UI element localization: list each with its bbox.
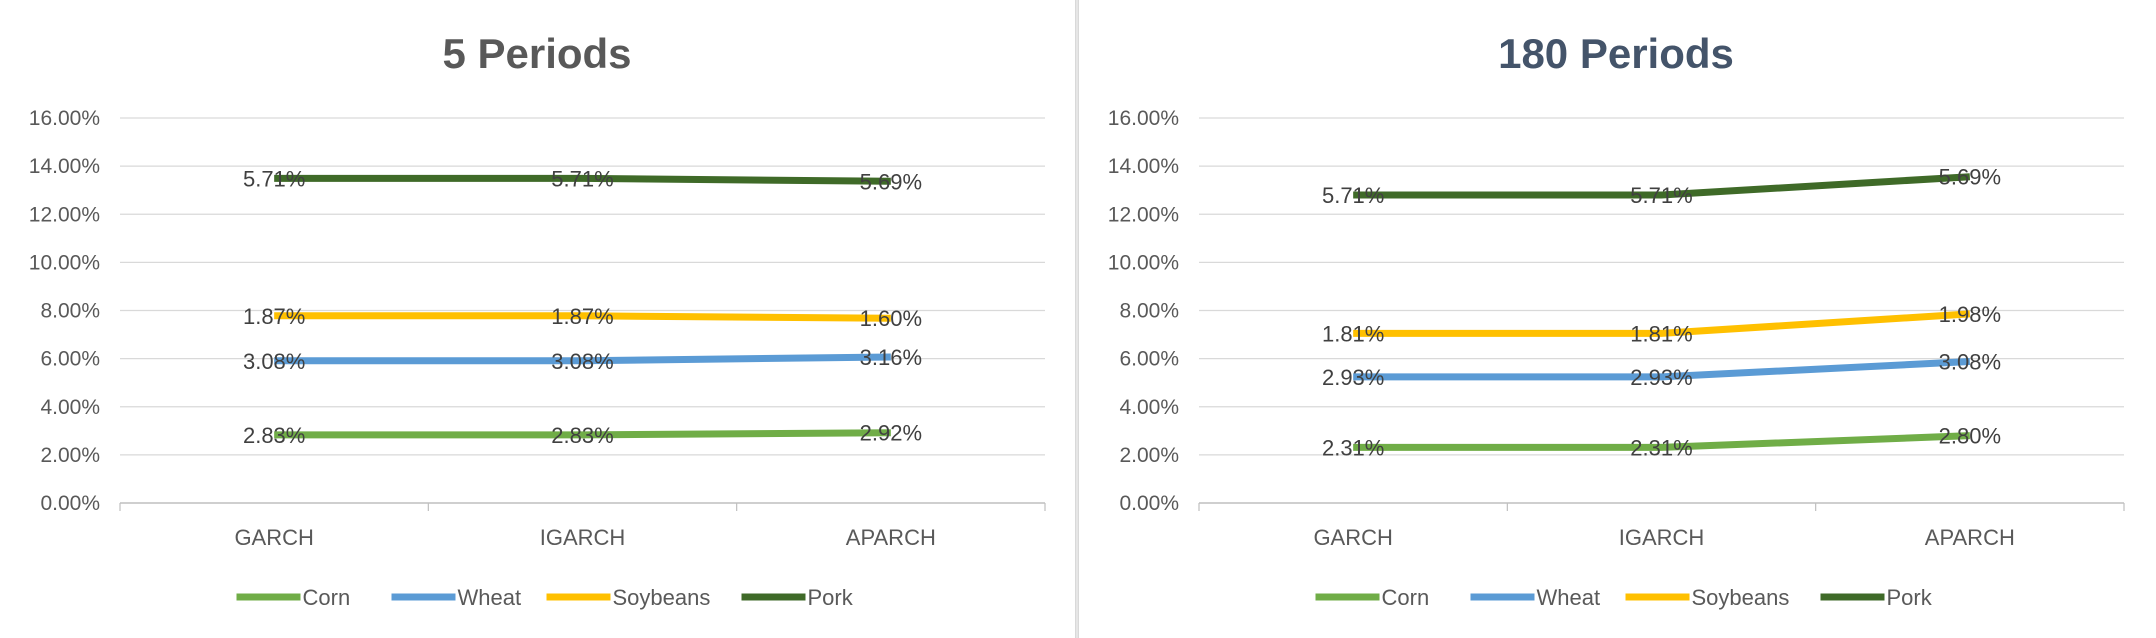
chart-panel-5-periods: 5 Periods 0.00% 2.00% 4.00% 6.00% 8.00% 10.00%… [0,0,1075,638]
data-label-soybeans: 1.60% [860,306,922,331]
series-line-corn [274,429,891,439]
legend-label-wheat: Wheat [1537,585,1601,610]
legend-label-corn: Corn [303,585,351,610]
series-line-corn [1353,432,1970,451]
y-tick-label: 2.00% [40,444,100,467]
y-tick-label: 4.00% [40,396,100,419]
data-label-corn: 2.31% [1630,435,1692,460]
chart-panel-180-periods: 180 Periods 0.00% 2.00% 4.00% 6.00% 8.00% 10.0… [1079,0,2154,638]
y-tick-label: 0.00% [1119,492,1179,515]
data-label-soybeans: 1.98% [1939,302,2001,327]
legend-label-wheat: Wheat [458,585,522,610]
y-tick-label: 6.00% [1119,348,1179,371]
data-label-corn: 2.92% [860,421,922,446]
data-label-soybeans: 1.87% [243,304,305,329]
data-label-soybeans: 1.81% [1630,321,1692,346]
y-tick-label: 14.00% [1108,155,1179,178]
x-tick-label-igarch: IGARCH [1619,525,1705,550]
data-label-corn: 2.83% [243,423,305,448]
y-tick-label: 14.00% [29,155,100,178]
series-line-wheat [274,353,891,365]
legend-label-corn: Corn [1382,585,1430,610]
y-tick-label: 4.00% [1119,396,1179,419]
legend-label-pork: Pork [1887,585,1933,610]
y-tick-label: 2.00% [1119,444,1179,467]
data-label-pork: 5.71% [1630,183,1692,208]
x-tick-label-garch: GARCH [234,525,313,550]
y-tick-label: 8.00% [1119,300,1179,323]
y-tick-label: 10.00% [29,251,100,274]
x-tick-label-garch: GARCH [1313,525,1392,550]
data-label-wheat: 3.08% [243,349,305,374]
chart-5-periods: 5 Periods 0.00% 2.00% 4.00% 6.00% 8.00% 10.00%… [29,30,1046,610]
data-label-corn: 2.80% [1939,424,2001,449]
chart-title: 180 Periods [1498,30,1734,77]
legend-label-soybeans: Soybeans [613,585,711,610]
y-tick-label: 8.00% [40,300,100,323]
chart-title: 5 Periods [442,30,631,77]
y-tick-label: 12.00% [1108,203,1179,226]
y-tick-label: 16.00% [1108,107,1179,130]
data-label-wheat: 3.16% [860,345,922,370]
legend-label-pork: Pork [808,585,854,610]
legend-label-soybeans: Soybeans [1692,585,1790,610]
data-label-soybeans: 1.87% [551,304,613,329]
series-line-soybeans [1353,310,1971,337]
y-tick-label: 12.00% [29,203,100,226]
y-tick-label: 6.00% [40,348,100,371]
x-tick-label-aparch: APARCH [1925,525,2015,550]
chart-180-periods: 180 Periods 0.00% 2.00% 4.00% 6.00% 8.00% 10.0… [1108,30,2125,610]
data-label-pork: 5.71% [551,166,613,191]
data-label-pork: 5.69% [1939,165,2001,190]
series-line-pork [274,174,891,185]
data-label-pork: 5.71% [1322,183,1384,208]
x-tick-label-aparch: APARCH [846,525,936,550]
y-tick-label: 10.00% [1108,251,1179,274]
series-line-soybeans [274,312,891,322]
series-line-pork [1353,173,1971,199]
data-label-corn: 2.83% [551,423,613,448]
data-label-pork: 5.71% [243,166,305,191]
panel-divider [1075,0,1079,638]
data-label-corn: 2.31% [1322,435,1384,460]
y-tick-label: 0.00% [40,492,100,515]
data-label-wheat: 3.08% [551,349,613,374]
data-label-wheat: 2.93% [1630,365,1692,390]
data-label-soybeans: 1.81% [1322,321,1384,346]
data-label-pork: 5.69% [860,169,922,194]
data-label-wheat: 2.93% [1322,365,1384,390]
y-tick-label: 16.00% [29,107,100,130]
data-label-wheat: 3.08% [1939,350,2001,375]
series-line-wheat [1353,358,1971,381]
x-tick-label-igarch: IGARCH [540,525,626,550]
